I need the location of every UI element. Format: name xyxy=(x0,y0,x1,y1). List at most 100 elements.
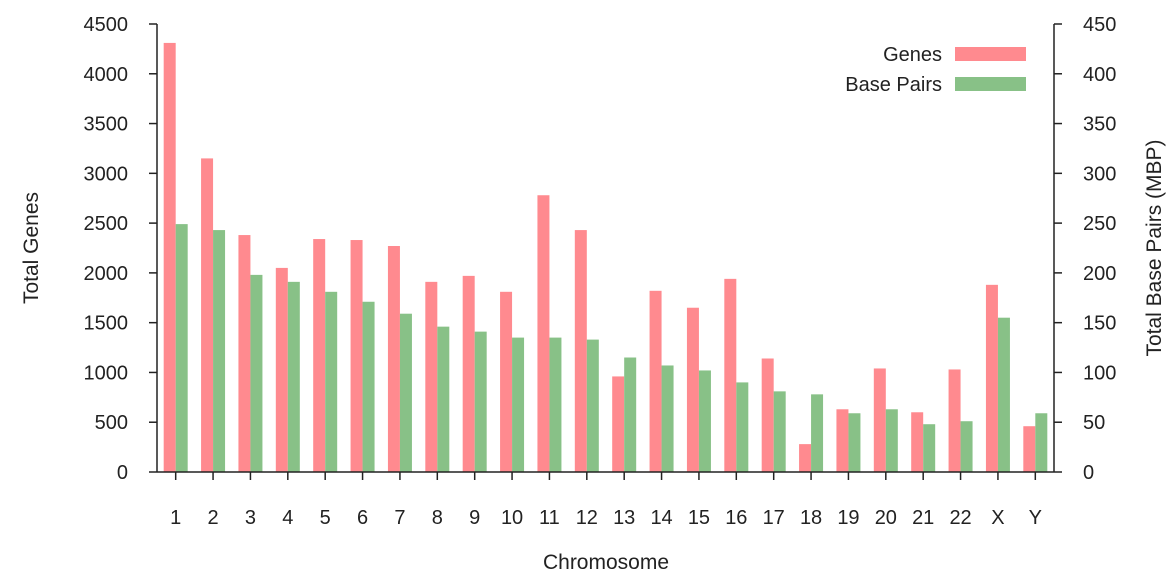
y-right-tick-label: 350 xyxy=(1083,114,1116,136)
axes-layer xyxy=(156,24,1055,473)
y-right-tick-label: 50 xyxy=(1083,412,1105,434)
y-left-tick-label: 4500 xyxy=(84,14,129,36)
x-tick-label: 10 xyxy=(501,507,523,529)
bar-genes-12 xyxy=(574,230,587,472)
x-tick-label: 3 xyxy=(245,507,256,529)
bar-base-pairs-22 xyxy=(960,421,973,472)
x-tick-label: 18 xyxy=(800,507,822,529)
y-left-tick-label: 1500 xyxy=(84,313,129,335)
x-tick-label: 7 xyxy=(394,507,405,529)
bar-base-pairs-13 xyxy=(624,357,637,472)
bar-base-pairs-3 xyxy=(250,274,263,472)
bar-genes-10 xyxy=(500,291,513,472)
bar-base-pairs-2 xyxy=(213,230,226,472)
bar-base-pairs-6 xyxy=(362,301,375,472)
bar-genes-18 xyxy=(799,444,812,472)
x-axis-title: Chromosome xyxy=(543,551,669,574)
bar-base-pairs-8 xyxy=(437,326,450,472)
bar-genes-14 xyxy=(649,290,662,472)
y-right-tick-label: 100 xyxy=(1083,362,1116,384)
bar-genes-9 xyxy=(462,275,475,472)
bar-base-pairs-4 xyxy=(287,281,300,472)
x-tick-label: 11 xyxy=(539,507,560,529)
legend-label-base-pairs: Base Pairs xyxy=(845,74,942,96)
bar-base-pairs-7 xyxy=(399,313,412,472)
bar-base-pairs-11 xyxy=(549,337,562,472)
y-left-tick-label: 3000 xyxy=(84,163,129,185)
bar-genes-7 xyxy=(387,246,400,472)
bar-genes-16 xyxy=(724,278,737,472)
bar-genes-19 xyxy=(836,409,849,472)
x-tick-label: 15 xyxy=(688,507,710,529)
x-tick-label: 5 xyxy=(320,507,331,529)
y-left-tick-label: 3500 xyxy=(84,114,129,136)
y-axis-right-title: Total Base Pairs (MBP) xyxy=(1143,139,1166,356)
x-tick-label: 2 xyxy=(208,507,219,529)
bar-base-pairs-10 xyxy=(512,337,525,472)
bar-base-pairs-1 xyxy=(175,224,188,472)
y-right-tick-label: 450 xyxy=(1083,14,1116,36)
bar-genes-17 xyxy=(761,358,774,472)
bar-base-pairs-Y xyxy=(1035,413,1048,472)
bar-base-pairs-18 xyxy=(811,394,824,472)
bar-base-pairs-21 xyxy=(923,424,936,472)
y-right-tick-label: 250 xyxy=(1083,213,1116,235)
bar-genes-20 xyxy=(873,368,886,472)
x-tick-label: 17 xyxy=(763,507,785,529)
x-tick-label: 13 xyxy=(613,507,635,529)
bar-genes-1 xyxy=(163,42,176,472)
bar-genes-6 xyxy=(350,240,363,472)
bar-genes-22 xyxy=(948,369,961,472)
bar-genes-8 xyxy=(425,281,438,472)
x-tick-label: 12 xyxy=(576,507,598,529)
bar-base-pairs-9 xyxy=(474,331,487,472)
x-tick-label: 6 xyxy=(357,507,368,529)
bar-base-pairs-15 xyxy=(698,370,711,472)
bar-base-pairs-5 xyxy=(325,291,338,472)
ticks-layer: 0 500 1000 1500 2000 2500 3000 3500 4000 4500 0 50 1… xyxy=(84,14,1117,529)
bar-genes-21 xyxy=(911,412,924,472)
bar-base-pairs-17 xyxy=(773,391,786,472)
x-tick-label: X xyxy=(991,507,1004,529)
bar-base-pairs-14 xyxy=(661,365,674,472)
y-left-tick-label: 2000 xyxy=(84,263,129,285)
y-right-tick-label: 0 xyxy=(1083,462,1094,484)
bar-base-pairs-12 xyxy=(586,339,599,472)
legend-swatch-genes xyxy=(955,47,1026,61)
x-tick-label: 21 xyxy=(912,507,934,529)
x-tick-label: 4 xyxy=(282,507,293,529)
bar-genes-X xyxy=(985,284,998,472)
x-tick-label: 20 xyxy=(875,507,897,529)
legend: Genes Base Pairs xyxy=(845,44,1026,96)
y-left-tick-label: 0 xyxy=(117,462,128,484)
x-tick-label: 22 xyxy=(949,507,971,529)
x-tick-label: 9 xyxy=(469,507,480,529)
y-right-tick-label: 200 xyxy=(1083,263,1116,285)
legend-label-genes: Genes xyxy=(883,44,942,66)
y-left-tick-label: 4000 xyxy=(84,64,129,86)
bar-genes-2 xyxy=(201,158,214,472)
y-right-tick-label: 150 xyxy=(1083,313,1116,335)
x-tick-label: 19 xyxy=(837,507,859,529)
bar-base-pairs-20 xyxy=(885,409,898,472)
bar-genes-15 xyxy=(686,307,699,472)
bar-genes-Y xyxy=(1023,426,1036,472)
bar-genes-4 xyxy=(275,267,288,472)
y-left-tick-label: 1000 xyxy=(84,362,129,384)
x-tick-label: 16 xyxy=(725,507,747,529)
y-left-tick-label: 500 xyxy=(95,412,128,434)
bars-layer xyxy=(163,42,1048,473)
bar-genes-11 xyxy=(537,195,550,473)
bar-base-pairs-X xyxy=(997,317,1010,472)
x-tick-label: Y xyxy=(1029,507,1042,529)
y-axis-left-title: Total Genes xyxy=(20,192,43,304)
bar-genes-5 xyxy=(313,239,326,472)
y-right-tick-label: 400 xyxy=(1083,64,1116,86)
legend-swatch-base-pairs xyxy=(955,77,1026,91)
bar-base-pairs-16 xyxy=(736,382,749,472)
bar-genes-13 xyxy=(612,376,625,472)
y-left-tick-label: 2500 xyxy=(84,213,129,235)
x-tick-label: 8 xyxy=(432,507,443,529)
